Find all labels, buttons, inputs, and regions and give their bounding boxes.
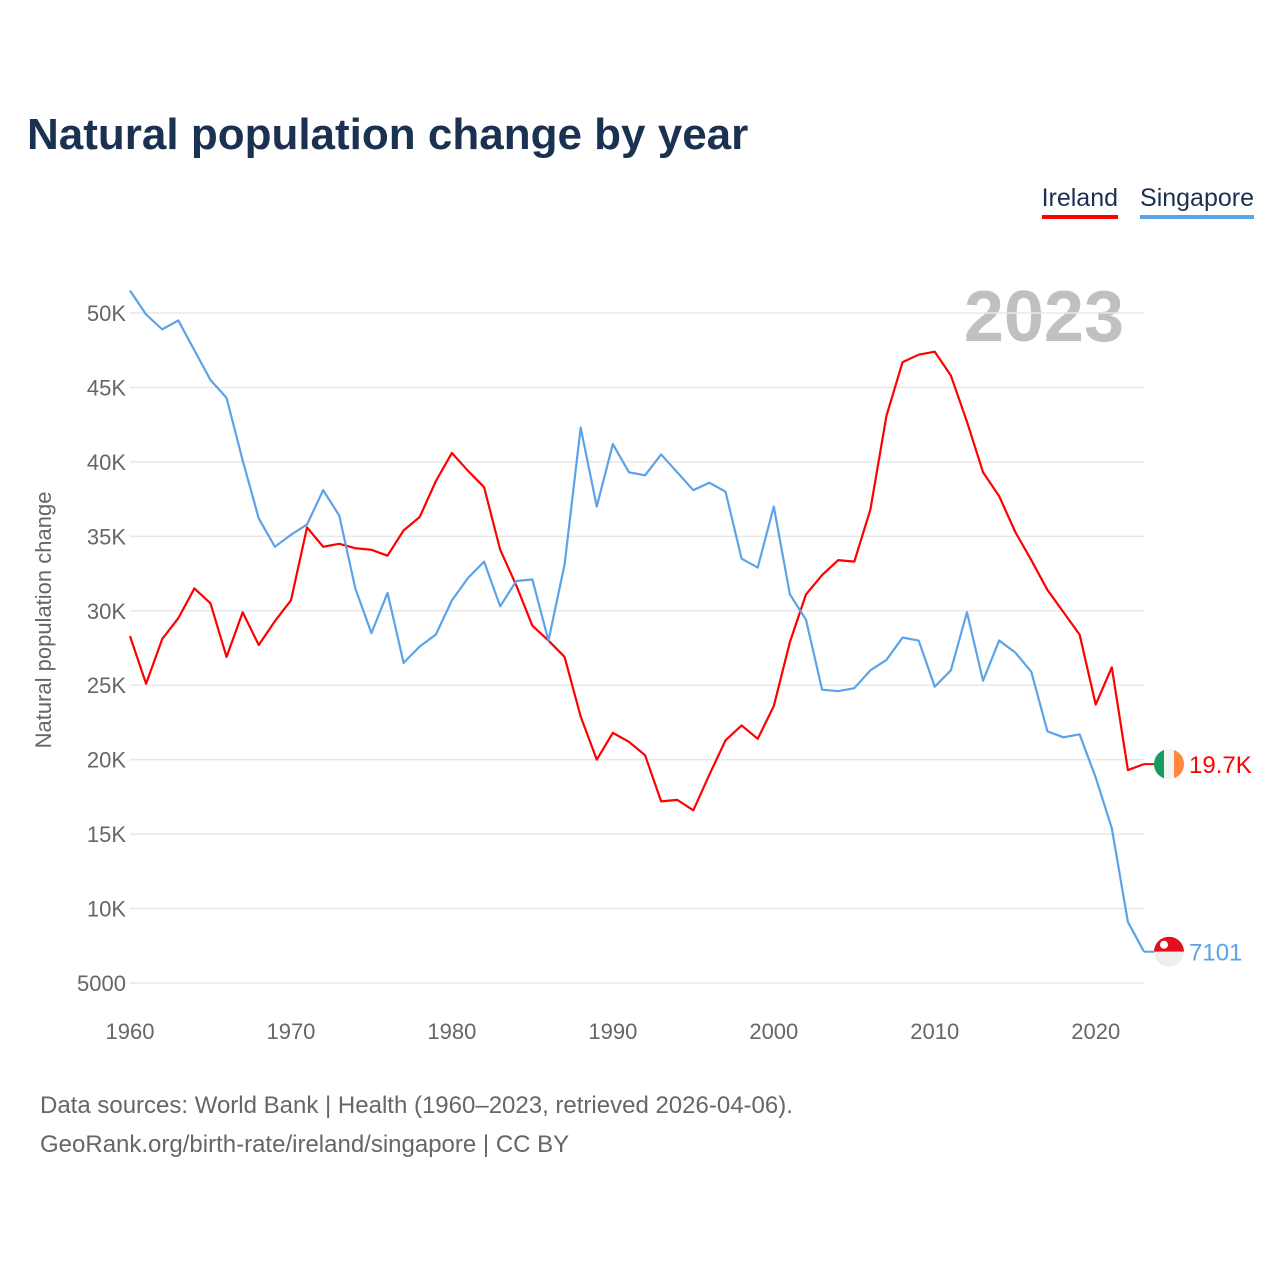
legend-singapore[interactable]: Singapore xyxy=(1140,184,1254,219)
x-tick-label: 1960 xyxy=(106,1019,155,1044)
footer: Data sources: World Bank | Health (1960–… xyxy=(40,1086,793,1164)
y-tick-label: 40K xyxy=(87,450,126,475)
chart-title: Natural population change by year xyxy=(27,110,749,159)
singapore-flag-icon xyxy=(1154,936,1184,967)
x-tick-label: 1990 xyxy=(588,1019,637,1044)
end-value-label: 19.7K xyxy=(1189,752,1252,779)
y-tick-label: 30K xyxy=(87,599,126,624)
x-tick-label: 2000 xyxy=(749,1019,798,1044)
footer-sources: Data sources: World Bank | Health (1960–… xyxy=(40,1092,793,1119)
y-tick-label: 25K xyxy=(87,673,126,698)
year-watermark: 2023 xyxy=(964,277,1124,357)
end-value-label: 7101 xyxy=(1189,940,1242,967)
y-tick-label: 10K xyxy=(87,897,126,922)
y-tick-label: 20K xyxy=(87,748,126,773)
y-tick-label: 50K xyxy=(87,301,126,326)
series-line-singapore xyxy=(129,290,1145,953)
x-tick-label: 1980 xyxy=(427,1019,476,1044)
ireland-flag-icon xyxy=(1154,749,1184,780)
legend-ireland[interactable]: Ireland xyxy=(1041,184,1119,219)
y-tick-label: 35K xyxy=(87,524,126,549)
series-line-ireland xyxy=(128,350,1145,812)
legend: Ireland Singapore xyxy=(1041,184,1254,219)
x-tick-label: 1970 xyxy=(266,1019,315,1044)
y-tick-label: 15K xyxy=(87,822,126,847)
x-tick-label: 2020 xyxy=(1071,1019,1120,1044)
footer-credit: GeoRank.org/birth-rate/ireland/singapore… xyxy=(40,1131,570,1158)
y-axis-label: Natural population change xyxy=(31,492,56,749)
x-tick-label: 2010 xyxy=(910,1019,959,1044)
y-tick-label: 5000 xyxy=(77,971,126,996)
y-tick-label: 45K xyxy=(87,375,126,400)
